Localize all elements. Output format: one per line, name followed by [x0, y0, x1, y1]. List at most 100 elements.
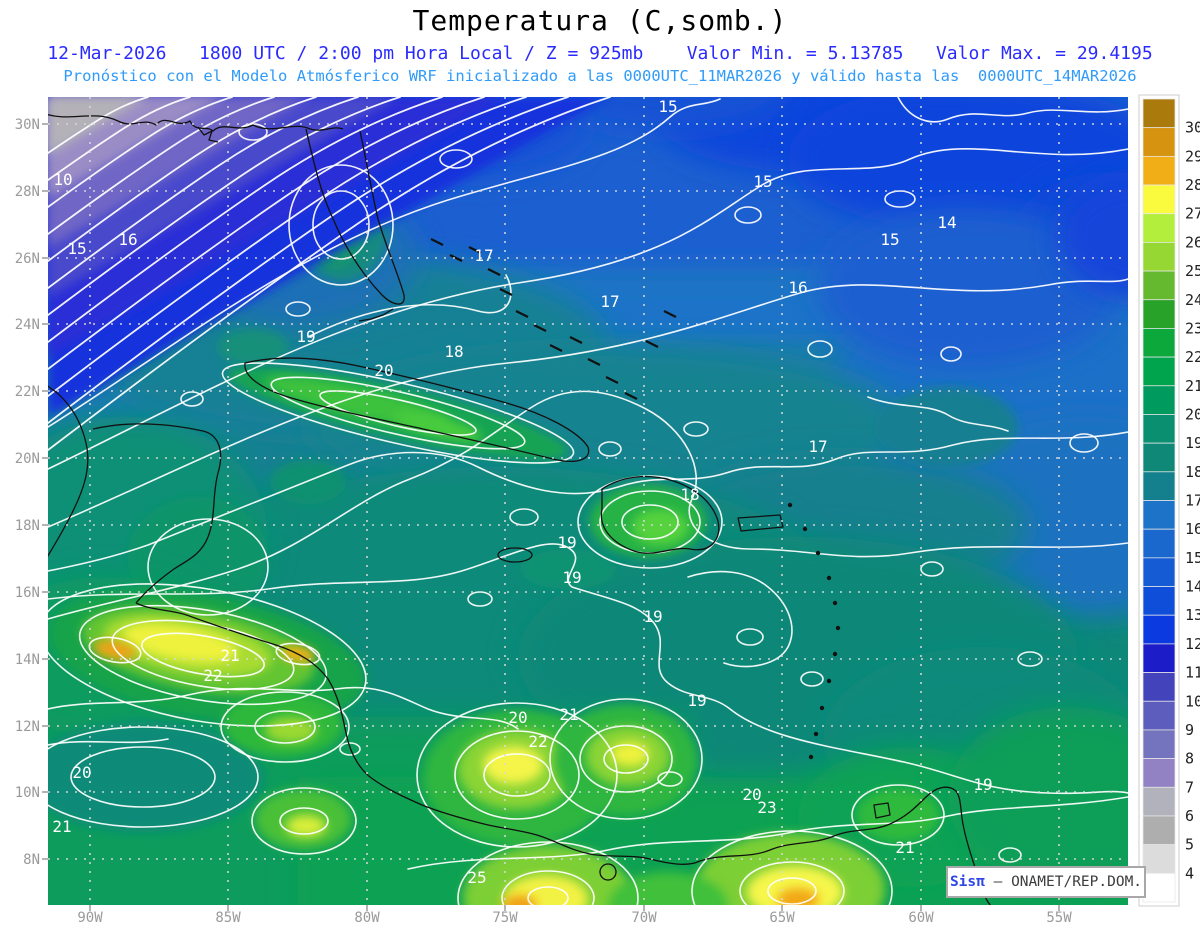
contour-line: [509, 508, 539, 526]
lat-tick-label: 16N: [15, 585, 40, 601]
contour-label: 22: [528, 732, 547, 751]
colorbar-tick-label: 4: [1185, 864, 1194, 882]
contour-line: [111, 619, 295, 691]
contour-line: [621, 504, 679, 540]
coastline: [599, 863, 617, 881]
coastline: [135, 602, 701, 865]
colorbar-tick-label: 17: [1185, 492, 1200, 510]
colorbar-cell: [1142, 586, 1176, 616]
axis-labels: 30N 28N 26N 24N 22N 20N 18N 16N 14N 12N 10N 8N 90W 85…: [15, 117, 1073, 926]
contour-label: 21: [895, 838, 914, 857]
colorbar-cell: [1142, 242, 1176, 272]
contour-line: [691, 830, 893, 905]
contour-line: [48, 726, 259, 828]
island-mark: [663, 310, 677, 318]
contour-line: [48, 543, 1128, 795]
lon-tick-label: 90W: [77, 910, 103, 926]
colorbar-cell: [1142, 471, 1176, 501]
colorbar-cell: [1142, 700, 1176, 731]
contour-line: [48, 97, 233, 208]
contour-lines: [48, 97, 1128, 905]
colorbar-tick-label: 6: [1185, 807, 1194, 825]
colorbar-cell: [1142, 299, 1176, 329]
island-mark: [802, 526, 808, 532]
contour-line: [851, 784, 945, 846]
colorbar-tick-label: 5: [1185, 836, 1194, 854]
coastline: [305, 128, 405, 305]
contour-line: [603, 744, 649, 774]
field-region: [122, 623, 238, 663]
colorbar-tick-label: 26: [1185, 233, 1200, 251]
field-region: [948, 707, 1128, 887]
subtitle-model-info: Pronóstico con el Modelo Atmósferico WRF…: [63, 67, 1137, 85]
contour-line: [312, 190, 370, 260]
island-mark: [449, 254, 463, 262]
contour-line: [48, 97, 317, 262]
colorbar-cell: [1142, 356, 1176, 387]
contour-line: [998, 847, 1022, 863]
lon-tick-label: 65W: [769, 910, 795, 926]
island-mark: [499, 288, 513, 296]
colorbar-cell: [1142, 213, 1176, 243]
lat-tick-label: 22N: [15, 384, 40, 400]
field-region: [48, 722, 263, 832]
field-region: [632, 509, 688, 545]
contour-label: 19: [296, 327, 315, 346]
field-region: [747, 866, 843, 905]
contour-label: 18: [680, 485, 699, 504]
lon-tick-label: 80W: [354, 910, 380, 926]
colorbar-tick-label: 8: [1185, 750, 1194, 768]
field-region: [520, 549, 616, 589]
contour-line: [527, 886, 569, 905]
colorbar-cell: [1142, 672, 1176, 702]
contour-line: [48, 97, 275, 235]
island-mark: [808, 754, 814, 760]
contour-line: [147, 518, 269, 616]
contour-line: [734, 206, 762, 224]
contour-line: [48, 97, 191, 181]
colorbar-cell: [1142, 328, 1176, 358]
contour-line: [48, 686, 519, 730]
field-region: [777, 888, 819, 905]
contour-line: [897, 97, 1128, 123]
contour-line: [48, 97, 359, 289]
contour-line: [270, 376, 526, 450]
field-region: [483, 746, 543, 784]
colorbar-tick-label: 27: [1185, 205, 1200, 223]
lat-tick-label: 8N: [23, 852, 40, 868]
contour-line: [48, 97, 485, 370]
island-mark: [587, 358, 601, 366]
colorbar: 30 29 28 27 26 25 24 23 22 21 20 19 18 17 16 15 14 13 12 11…: [1138, 94, 1200, 907]
contour-line: [48, 97, 401, 316]
contour-line: [279, 807, 329, 835]
colorbar-cell: [1142, 270, 1176, 301]
colorbar-tick-label: 13: [1185, 606, 1200, 624]
contour-line: [339, 742, 361, 756]
contour-line: [48, 278, 1128, 528]
lat-tick-label: 28N: [15, 184, 40, 200]
contour-line: [180, 391, 204, 407]
contour-line: [307, 274, 512, 338]
colorbar-cell: [1142, 414, 1176, 444]
contour-line: [454, 730, 580, 820]
field-region: [551, 97, 785, 132]
contour-line: [884, 190, 916, 208]
island-mark: [826, 678, 832, 684]
lon-tick-label: 55W: [1046, 910, 1072, 926]
colorbar-cell: [1142, 786, 1176, 817]
colorbar-cell: [1142, 184, 1176, 215]
contour-label: 19: [687, 691, 706, 710]
colorbar-tick-label: 21: [1185, 377, 1200, 395]
contour-line: [141, 632, 265, 678]
island-mark: [787, 502, 793, 508]
island-mark: [430, 238, 444, 246]
island-mark: [533, 324, 547, 332]
island-mark: [832, 600, 838, 606]
contour-label: 15: [67, 239, 86, 258]
contour-line: [238, 123, 268, 141]
contour-label: 20: [742, 785, 761, 804]
contour-label: 20: [72, 763, 91, 782]
colorbar-tick-label: 7: [1185, 778, 1194, 796]
contour-line: [275, 642, 321, 666]
colorbar-cell: [1142, 557, 1176, 587]
